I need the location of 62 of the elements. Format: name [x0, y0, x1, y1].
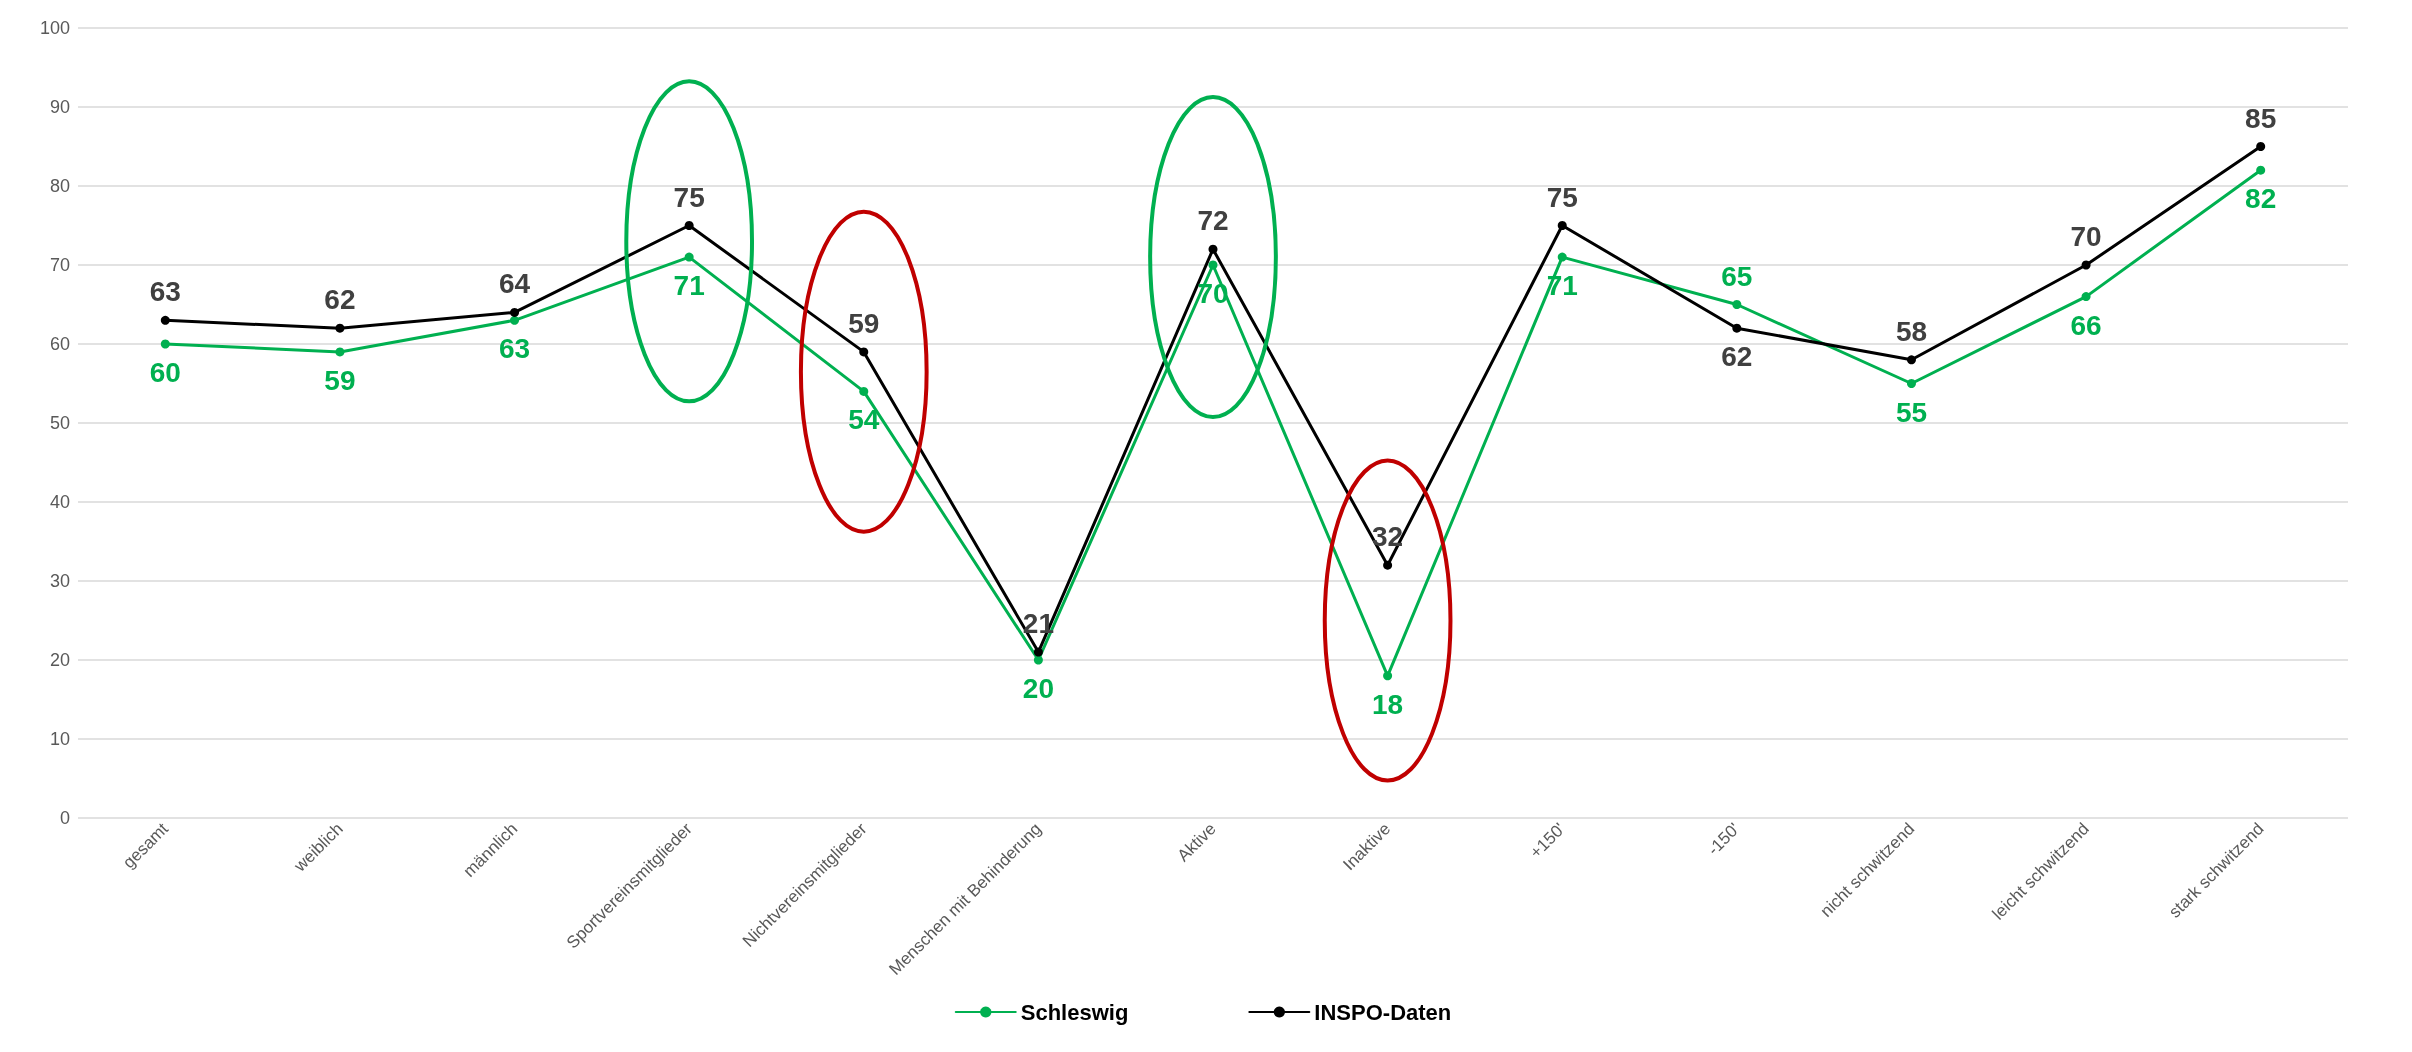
- y-tick-label: 90: [49, 97, 70, 117]
- data-label: 64: [498, 268, 531, 300]
- point: [1383, 560, 1393, 570]
- y-tick-label: 70: [49, 255, 70, 275]
- data-label: 54: [848, 404, 880, 436]
- point: [510, 307, 520, 317]
- data-label: 65: [1721, 260, 1753, 292]
- data-label: 60: [149, 357, 181, 388]
- y-tick-label: 10: [49, 729, 70, 749]
- y-tick-label: 100: [39, 18, 70, 38]
- data-label: 59: [324, 364, 356, 396]
- point: [2256, 142, 2266, 151]
- point: [1732, 300, 1742, 309]
- y-tick-label: 60: [49, 334, 70, 354]
- legend-label: INSPO-Daten: [1314, 999, 1452, 1025]
- point: [859, 386, 869, 396]
- point: [684, 221, 694, 230]
- point: [335, 347, 345, 357]
- data-label: 55: [1895, 396, 1928, 428]
- point: [1033, 647, 1043, 657]
- point: [1906, 379, 1916, 388]
- point: [1208, 244, 1218, 254]
- y-tick-label: 20: [49, 650, 70, 670]
- data-label: 58: [1895, 315, 1928, 347]
- y-tick-label: 50: [49, 413, 70, 433]
- point: [335, 323, 345, 333]
- data-label: 32: [1372, 521, 1404, 553]
- point: [2081, 292, 2091, 302]
- point: [1208, 260, 1218, 270]
- point: [1732, 323, 1742, 333]
- point: [160, 315, 170, 325]
- legend-label: Schleswig: [1020, 999, 1129, 1025]
- data-label: 75: [673, 181, 705, 213]
- point: [2081, 260, 2091, 270]
- point: [2256, 165, 2266, 175]
- data-label: 70: [2070, 221, 2102, 252]
- y-tick-label: 30: [49, 571, 70, 591]
- point: [1906, 355, 1916, 365]
- data-label: 63: [498, 333, 531, 365]
- point: [160, 339, 170, 349]
- point: [1557, 221, 1567, 230]
- point: [1383, 671, 1393, 681]
- data-label: 62: [1721, 341, 1753, 373]
- data-label: 62: [324, 284, 356, 316]
- point: [1557, 252, 1567, 262]
- y-tick-label: 80: [49, 176, 70, 196]
- y-tick-label: 40: [49, 492, 70, 512]
- data-label: 85: [2245, 102, 2277, 134]
- data-label: 59: [848, 307, 880, 339]
- data-label: 72: [1197, 205, 1229, 237]
- y-tick-label: 0: [59, 808, 70, 828]
- data-label: 20: [1022, 673, 1054, 704]
- data-label: 63: [149, 276, 181, 308]
- point: [1033, 655, 1043, 665]
- point: [510, 315, 520, 325]
- data-label: 66: [2070, 309, 2102, 341]
- data-label: 18: [1372, 688, 1404, 720]
- data-label: 82: [2245, 183, 2277, 215]
- point: [684, 252, 694, 262]
- point: [859, 347, 869, 357]
- data-label: 75: [1546, 181, 1578, 213]
- data-label: 71: [673, 270, 705, 302]
